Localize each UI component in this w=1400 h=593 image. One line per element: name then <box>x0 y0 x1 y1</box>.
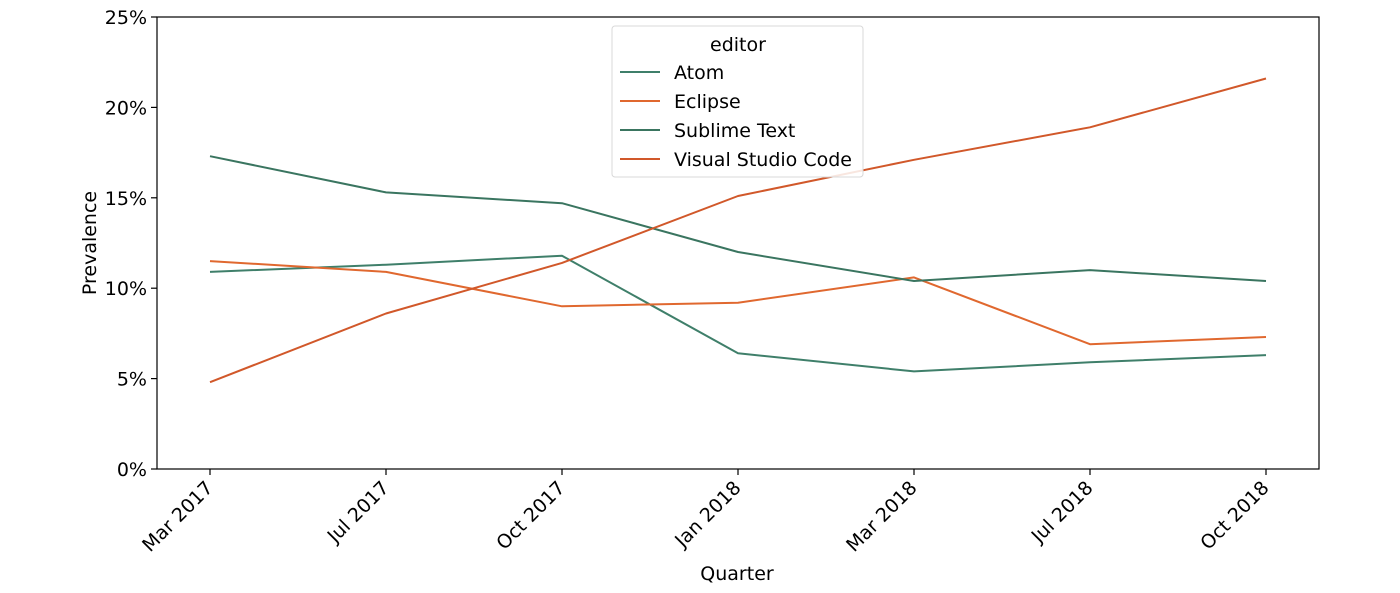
x-axis: Mar 2017 Jul 2017 Oct 2017 Jan 2018 Mar 2018… <box>138 469 1274 556</box>
x-tick-label: Mar 2018 <box>842 477 921 556</box>
y-tick-label: 15% <box>105 188 147 210</box>
legend-label: Atom <box>674 62 724 84</box>
x-tick-label: Oct 2017 <box>492 477 569 554</box>
legend: editor Atom Eclipse Sublime Text Visual Stu… <box>611 25 864 178</box>
series-group <box>209 77 1267 384</box>
x-tick-label: Jan 2018 <box>670 477 745 552</box>
y-tick-label: 20% <box>105 97 147 119</box>
series-line-sublime-text <box>209 155 1267 282</box>
x-tick-label: Jul 2017 <box>323 477 394 548</box>
x-tick-label: Mar 2017 <box>138 477 217 556</box>
legend-label: Visual Studio Code <box>674 149 852 171</box>
legend-label: Eclipse <box>674 91 741 113</box>
series-line-atom <box>209 254 1267 373</box>
x-axis-title: Quarter <box>700 563 774 585</box>
legend-title: editor <box>710 34 766 56</box>
legend-label: Sublime Text <box>674 120 795 142</box>
y-axis-title: Prevalence <box>79 191 101 295</box>
legend-box <box>611 25 864 178</box>
series-line-eclipse <box>209 260 1267 346</box>
x-tick-label: Jul 2018 <box>1027 477 1098 548</box>
y-axis: 0% 5% 10% 15% 20% 25% <box>105 7 157 481</box>
y-tick-label: 0% <box>117 459 147 481</box>
x-tick-label: Oct 2018 <box>1196 477 1273 554</box>
y-tick-label: 5% <box>117 369 147 391</box>
y-tick-label: 10% <box>105 278 147 300</box>
y-tick-label: 25% <box>105 7 147 29</box>
series-line-visual-studio-code <box>209 77 1267 384</box>
